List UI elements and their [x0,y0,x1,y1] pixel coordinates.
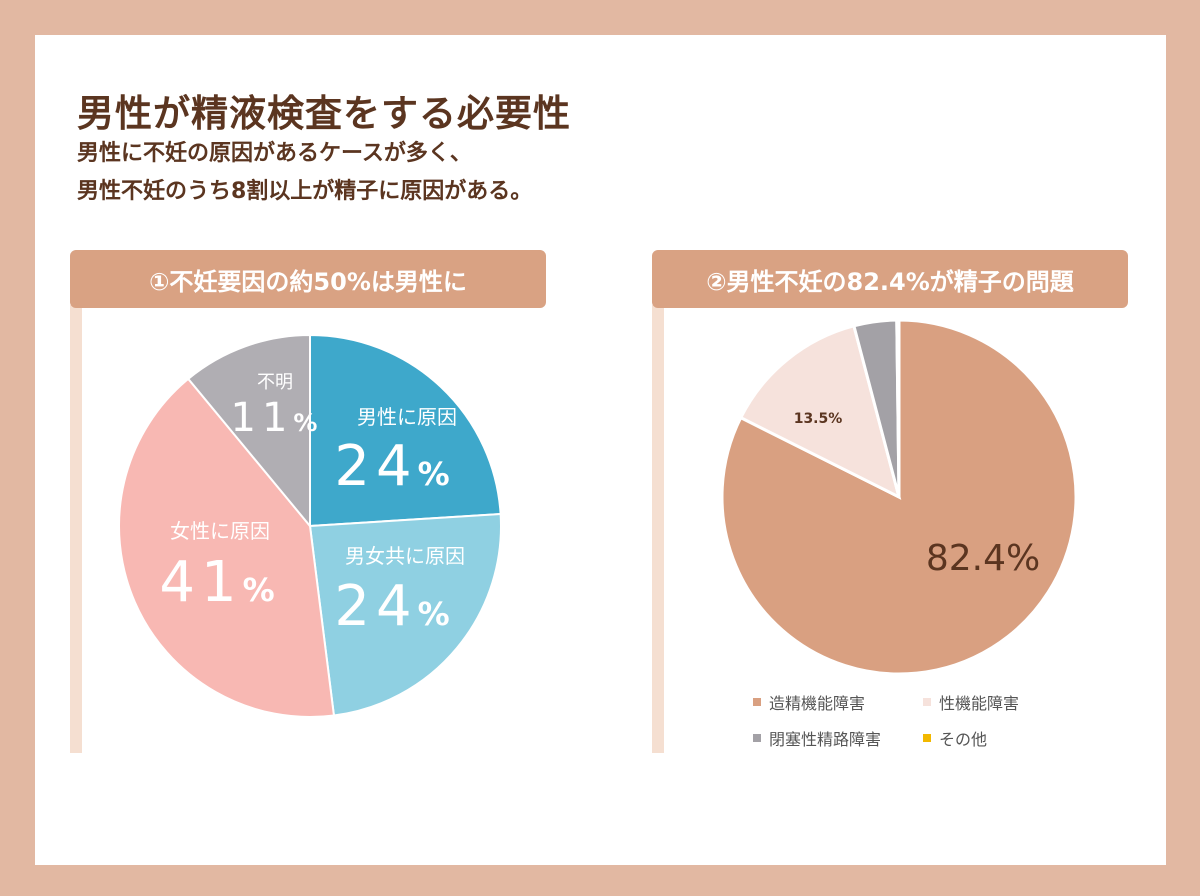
subtitle-line-2: 男性不妊のうち8割以上が精子に原因がある。 [77,179,533,204]
pie-slice-unknown [186,333,311,529]
pie-slice-female [118,377,336,718]
page-title: 男性が精液検査をする必要性 [77,92,571,135]
legend-label: その他 [939,730,988,749]
pie-slice-both [308,512,502,717]
panel1-accent-bar [70,305,82,753]
legend-swatch [753,698,761,706]
pie-label-female: 女性に原因 [170,519,270,543]
pie-label-male: 男性に原因 [357,405,457,429]
pie-value-female: 41% [159,550,280,615]
pie-slice-sexual [738,324,902,500]
pie-slice-male [309,333,502,528]
content-card: 男性が精液検査をする必要性 男性に不妊の原因があるケースが多く、 男性不妊のうち… [35,35,1166,865]
panel1-heading: ①不妊要因の約50%は男性に [70,250,546,308]
panel2-heading: ②男性不妊の82.4%が精子の問題 [652,250,1128,308]
pie-value-unknown: 11% [231,395,324,441]
legend-item-sexual: 性機能障害 [923,690,1019,714]
pie-label-unknown: 不明 [257,372,293,393]
legend-label: 性機能障害 [939,694,1020,713]
legend-label: 閉塞性精路障害 [769,730,882,749]
male-infertility-pie-chart: 82.4% 13.5% [720,318,1078,676]
pie-value-male: 24% [334,434,455,499]
page-subtitle: 男性に不妊の原因があるケースが多く、 男性不妊のうち8割以上が精子に原因がある。 [77,135,532,211]
legend-swatch [923,698,931,706]
legend-label: 造精機能障害 [769,694,866,713]
pie-value-both: 24% [334,574,455,639]
pie-value-sperm: 82.4% [926,538,1040,579]
legend-item-obstruct: 閉塞性精路障害 [753,726,881,750]
legend-swatch [753,734,761,742]
subtitle-line-1: 男性に不妊の原因があるケースが多く、 [77,141,472,166]
pie-slice-other [895,318,901,498]
legend-item-other: その他 [923,726,987,750]
pie-value-sexual: 13.5% [794,411,843,427]
legend-item-sperm: 造精機能障害 [753,690,865,714]
legend-swatch [923,734,931,742]
pie-label-both: 男女共に原因 [345,544,465,568]
panel2-accent-bar [652,305,664,753]
